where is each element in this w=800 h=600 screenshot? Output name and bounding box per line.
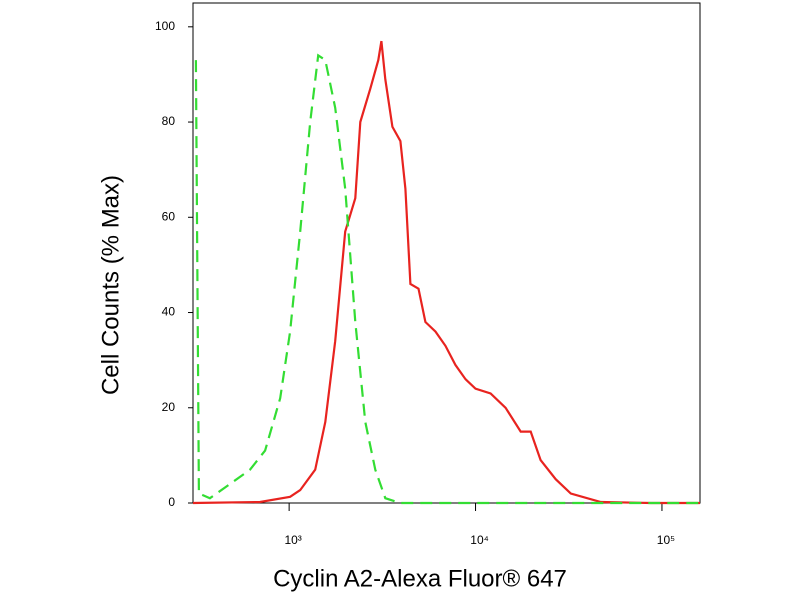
y-tick-label: 20: [162, 400, 176, 414]
x-tick-label: 10⁴: [470, 533, 489, 547]
plot-frame: [192, 2, 701, 504]
y-tick-label: 40: [162, 305, 176, 319]
y-tick-label: 80: [162, 114, 176, 128]
y-tick-label: 100: [155, 19, 175, 33]
x-tick-label: 10³: [284, 533, 301, 547]
y-axis-title: Cell Counts (% Max): [97, 175, 124, 395]
y-tick-label: 0: [168, 495, 175, 509]
series-line: [192, 40, 700, 505]
x-axis-title: Cyclin A2-Alexa Fluor® 647: [273, 565, 567, 592]
series-line: [194, 53, 700, 505]
y-tick-label: 60: [162, 209, 176, 223]
x-tick-label: 10⁵: [657, 533, 675, 547]
